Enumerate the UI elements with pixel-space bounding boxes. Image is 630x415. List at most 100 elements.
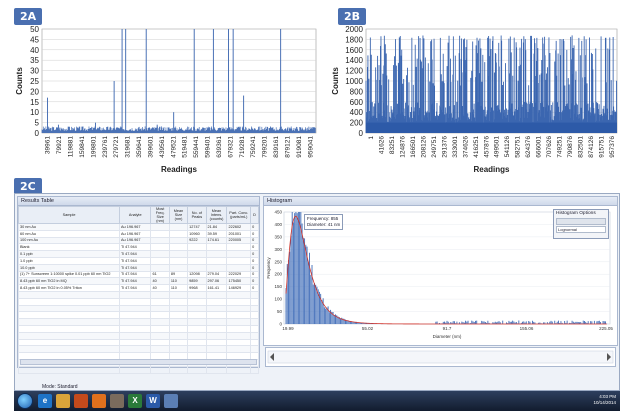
column-header[interactable]: Mean Size (nm)	[168, 206, 189, 224]
table-row[interactable]: Blank Ti 47.944 0	[17, 243, 259, 252]
table-cell: (1) 7+ Sunscreen 1:10000 spike 0.01 ppb …	[17, 270, 121, 279]
table-cell: Ti 47.944	[119, 243, 152, 252]
table-cell	[226, 256, 252, 265]
histogram-y-tick: 400	[274, 222, 282, 227]
column-header[interactable]: Most Freq. Size (nm)	[150, 206, 170, 224]
table-cell: 9859	[187, 277, 207, 286]
table-cell: Blank	[17, 243, 121, 252]
x-tick-label: 79921	[56, 136, 63, 154]
ie-icon[interactable]: e	[38, 394, 52, 408]
column-header[interactable]: Sample	[17, 206, 121, 224]
media-icon[interactable]	[74, 394, 88, 408]
results-table: Sample Analyte Most Freq. Size (nm) Mean Si…	[17, 206, 259, 374]
x-tick-label: 119881	[68, 136, 75, 158]
table-row[interactable]: 30 nm Au Au 196.967 12747 21.84 222602 0	[17, 223, 259, 231]
x-tick-label: 399601	[147, 136, 154, 158]
y-tick-label: 5	[35, 119, 40, 128]
histogram-x-tick: 55.02	[362, 326, 374, 331]
table-cell: 12098	[187, 270, 207, 279]
x-tick-label: 832501	[577, 136, 584, 158]
x-tick-label: 279721	[113, 136, 120, 158]
y-tick-label: 2000	[345, 25, 363, 34]
empty-row	[17, 365, 259, 374]
table-cell: 0	[250, 256, 259, 265]
table-cell	[205, 250, 228, 258]
empty-row	[17, 352, 259, 360]
table-cell	[168, 243, 189, 252]
table-cell: 21.84	[205, 223, 228, 231]
table-row[interactable]: 8.43 ppb 60 nm TiO2 in MQ Ti 47.944 40 110 9…	[17, 277, 259, 286]
folder-icon[interactable]	[56, 394, 70, 408]
x-tick-label: 333001	[452, 136, 459, 158]
table-cell	[205, 256, 228, 265]
histogram-fit-select[interactable]: Lognormal	[556, 226, 606, 233]
x-tick-label: 416251	[473, 136, 480, 158]
column-header[interactable]: Analyte	[119, 206, 152, 224]
histogram-x-tick: 225.05	[599, 326, 613, 331]
x-tick-label: 166501	[410, 136, 417, 158]
table-cell: 0	[250, 223, 259, 231]
table-cell: 40	[150, 277, 170, 286]
results-horizontal-scrollbar[interactable]	[20, 359, 257, 365]
slider-right-handle-icon[interactable]	[607, 353, 611, 361]
slider-left-handle-icon[interactable]	[270, 353, 274, 361]
window-mode-label: Mode: Standard	[42, 384, 78, 390]
table-row[interactable]: 1.0 ppb Ti 47.944 0	[17, 256, 259, 265]
system-tray-clock: 4:03 PM 10/14/2014	[593, 394, 616, 406]
histogram-options-row[interactable]	[556, 218, 606, 225]
app-icon[interactable]	[110, 394, 124, 408]
excel-icon[interactable]: X	[128, 394, 142, 408]
x-tick-label: 679321	[227, 136, 234, 158]
column-header[interactable]: No. of Peaks	[187, 206, 207, 224]
word-icon[interactable]: W	[146, 394, 160, 408]
table-cell: Ti 47.944	[119, 250, 152, 258]
start-button-icon[interactable]	[17, 393, 33, 409]
y-tick-label: 50	[30, 25, 39, 34]
windows-taskbar: Mode: Standard e X W 4:03 PM 10/14/2014	[14, 384, 620, 411]
table-cell	[226, 263, 252, 272]
table-cell: 9222	[187, 236, 207, 245]
empty-row	[17, 318, 259, 326]
syngistix-icon[interactable]	[164, 394, 178, 408]
x-tick-label: 879121	[284, 136, 291, 158]
x-tick-label: 959041	[307, 136, 314, 158]
x-tick-label: 499501	[494, 136, 501, 158]
empty-row	[17, 297, 259, 306]
table-cell	[150, 229, 170, 238]
table-cell	[168, 229, 189, 238]
y-tick-label: 45	[30, 35, 39, 44]
firefox-icon[interactable]	[92, 394, 106, 408]
table-cell	[150, 256, 170, 265]
baseline-band	[366, 122, 617, 133]
column-header[interactable]: Mean Intens. (counts)	[205, 206, 228, 224]
y-tick-label: 800	[350, 87, 364, 96]
table-row[interactable]: 8.43 ppb 60 nm TiO2 in 0.05% Triton Ti 47…	[17, 284, 259, 292]
table-cell: 220005	[226, 236, 252, 245]
x-tick-label: 749251	[556, 136, 563, 158]
table-cell: 297.06	[205, 277, 228, 286]
empty-row	[17, 290, 259, 299]
panel-label-2b: 2B	[338, 8, 367, 25]
y-tick-label: 1600	[345, 46, 363, 55]
histogram-range-slider[interactable]	[265, 347, 616, 367]
table-cell	[187, 250, 207, 258]
column-header[interactable]: D	[250, 206, 259, 224]
table-cell: 39.59	[205, 229, 228, 238]
table-row[interactable]: 10.0 ppb Ti 47.944 0	[17, 263, 259, 272]
table-row[interactable]: 0.1 ppb Ti 47.944 0	[17, 250, 259, 258]
x-tick-label: 719281	[239, 136, 246, 158]
empty-row	[17, 311, 259, 320]
column-header[interactable]: Part. Conc. (parts/mL)	[226, 206, 252, 224]
table-row[interactable]: (1) 7+ Sunscreen 1:10000 spike 0.01 ppb …	[17, 270, 259, 279]
table-cell: 8.43 ppb 60 nm TiO2 in MQ	[17, 277, 121, 286]
table-row[interactable]: 100 nm Au Au 196.967 9222 174.61 220005 0	[17, 236, 259, 245]
table-cell: 146929	[226, 284, 252, 292]
table-cell: 174.61	[205, 236, 228, 245]
table-cell: Au 196.967	[119, 223, 152, 231]
table-cell: 1.0 ppb	[17, 256, 121, 265]
table-cell	[150, 243, 170, 252]
x-tick-label: 239761	[102, 136, 109, 158]
histogram-title: Histogram	[264, 197, 617, 206]
table-row[interactable]: 60 nm Au Au 196.967 10960 39.59 201001 0	[17, 229, 259, 238]
table-cell	[150, 223, 170, 231]
